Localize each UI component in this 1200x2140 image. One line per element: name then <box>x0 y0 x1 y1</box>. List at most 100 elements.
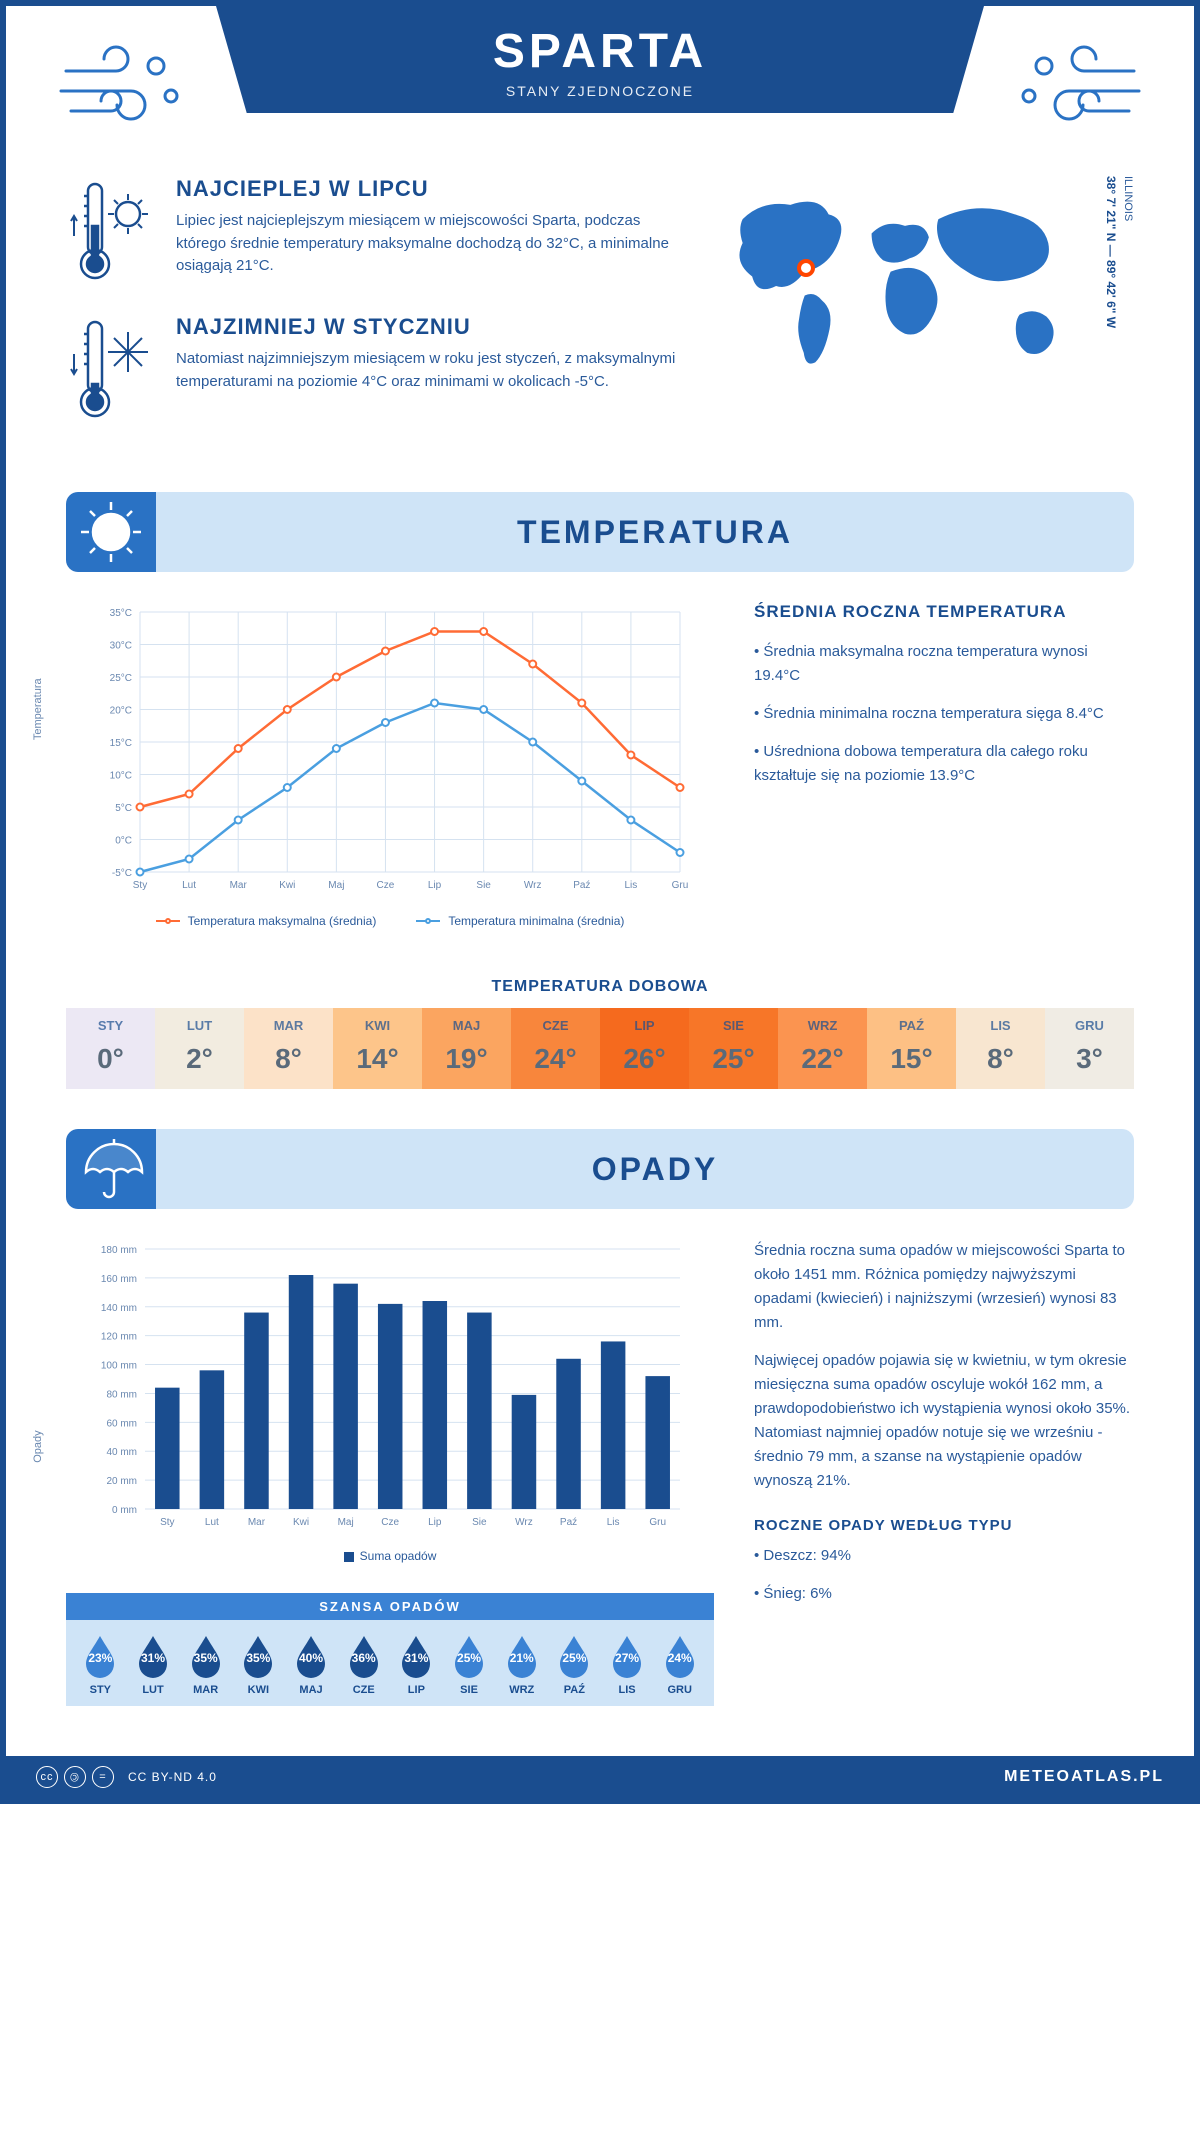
chance-pct: 35% <box>246 1651 270 1665</box>
svg-text:180 mm: 180 mm <box>101 1245 137 1256</box>
header: SPARTA STANY ZJEDNOCZONE <box>6 6 1194 156</box>
daily-cell: STY 0° <box>66 1008 155 1089</box>
chance-pct: 40% <box>299 1651 323 1665</box>
by-icon: 🄯 <box>64 1766 86 1788</box>
country-name: STANY ZJEDNOCZONE <box>246 83 954 99</box>
daily-value: 14° <box>333 1043 422 1075</box>
footer: cc 🄯 = CC BY-ND 4.0 METEOATLAS.PL <box>6 1756 1194 1798</box>
precip-section-header: OPADY <box>66 1129 1134 1209</box>
y-axis-label: Opady <box>32 1430 44 1462</box>
infographic-page: SPARTA STANY ZJEDNOCZONE <box>0 0 1200 1804</box>
temperature-chart-row: Temperatura -5°C0°C5°C10°C15°C20°C25°C30… <box>6 602 1194 958</box>
legend-max: Temperatura maksymalna (średnia) <box>188 914 377 928</box>
title-banner: SPARTA STANY ZJEDNOCZONE <box>216 6 984 113</box>
svg-text:100 mm: 100 mm <box>101 1361 137 1372</box>
daily-cell: WRZ 22° <box>778 1008 867 1089</box>
coordinates: 38° 7' 21" N — 89° 42' 6" W <box>1096 176 1118 452</box>
daily-month: LUT <box>155 1018 244 1033</box>
daily-value: 22° <box>778 1043 867 1075</box>
chance-cell: 24% GRU <box>653 1634 706 1696</box>
state-name: ILLINOIS <box>1118 176 1134 452</box>
daily-value: 0° <box>66 1043 155 1075</box>
chance-cell: 35% MAR <box>179 1634 232 1696</box>
wind-icon <box>1004 36 1144 136</box>
precip-chart-row: Opady 0 mm20 mm40 mm60 mm80 mm100 mm120 … <box>6 1239 1194 1736</box>
precip-para: Średnia roczna suma opadów w miejscowośc… <box>754 1239 1134 1335</box>
chance-month: CZE <box>337 1684 390 1696</box>
svg-text:120 mm: 120 mm <box>101 1332 137 1343</box>
chance-cell: 25% SIE <box>443 1634 496 1696</box>
precip-type-line: • Deszcz: 94% <box>754 1544 1134 1568</box>
raindrop-icon: 25% <box>451 1634 487 1678</box>
svg-text:Kwi: Kwi <box>279 880 295 891</box>
raindrop-icon: 35% <box>240 1634 276 1678</box>
svg-text:Wrz: Wrz <box>524 880 542 891</box>
svg-text:Mar: Mar <box>248 1517 266 1528</box>
chance-month: KWI <box>232 1684 285 1696</box>
raindrop-icon: 35% <box>188 1634 224 1678</box>
svg-text:Gru: Gru <box>672 880 689 891</box>
svg-text:Sty: Sty <box>133 880 147 891</box>
temperature-line-chart: -5°C0°C5°C10°C15°C20°C25°C30°C35°CStyLut… <box>66 602 714 902</box>
daily-month: KWI <box>333 1018 422 1033</box>
daily-value: 8° <box>956 1043 1045 1075</box>
sun-icon <box>76 497 146 567</box>
chance-cell: 25% PAŹ <box>548 1634 601 1696</box>
section-title: OPADY <box>592 1151 718 1188</box>
svg-text:Wrz: Wrz <box>515 1517 533 1528</box>
chance-month: GRU <box>653 1684 706 1696</box>
daily-cell: PAŹ 15° <box>867 1008 956 1089</box>
svg-text:Kwi: Kwi <box>293 1517 309 1528</box>
raindrop-icon: 31% <box>135 1634 171 1678</box>
daily-cell: KWI 14° <box>333 1008 422 1089</box>
chance-month: MAJ <box>285 1684 338 1696</box>
daily-month: PAŹ <box>867 1018 956 1033</box>
daily-value: 15° <box>867 1043 956 1075</box>
temperature-section-header: TEMPERATURA <box>66 492 1134 572</box>
daily-temp-table: STY 0° LUT 2° MAR 8° KWI 14° MAJ 19° CZE… <box>66 1008 1134 1089</box>
thermometer-cold-icon <box>66 314 156 424</box>
precip-type-line: • Śnieg: 6% <box>754 1582 1134 1606</box>
daily-month: GRU <box>1045 1018 1134 1033</box>
license-block: cc 🄯 = CC BY-ND 4.0 <box>36 1766 217 1788</box>
svg-text:Sie: Sie <box>472 1517 487 1528</box>
precip-type-title: ROCZNE OPADY WEDŁUG TYPU <box>754 1517 1134 1534</box>
city-name: SPARTA <box>246 24 954 79</box>
y-axis-label: Temperatura <box>32 678 44 740</box>
daily-cell: MAR 8° <box>244 1008 333 1089</box>
chance-cell: 40% MAJ <box>285 1634 338 1696</box>
nd-icon: = <box>92 1766 114 1788</box>
daily-month: LIS <box>956 1018 1045 1033</box>
daily-cell: MAJ 19° <box>422 1008 511 1089</box>
daily-month: CZE <box>511 1018 600 1033</box>
svg-text:Maj: Maj <box>338 1517 354 1528</box>
coldest-text: Natomiast najzimniejszym miesiącem w rok… <box>176 348 684 393</box>
daily-cell: GRU 3° <box>1045 1008 1134 1089</box>
daily-value: 25° <box>689 1043 778 1075</box>
chance-cell: 31% LIP <box>390 1634 443 1696</box>
daily-cell: CZE 24° <box>511 1008 600 1089</box>
svg-text:30°C: 30°C <box>110 641 132 652</box>
daily-month: STY <box>66 1018 155 1033</box>
stat-bullet: • Uśredniona dobowa temperatura dla całe… <box>754 740 1134 788</box>
temperature-stats: ŚREDNIA ROCZNA TEMPERATURA • Średnia mak… <box>754 602 1134 928</box>
svg-text:Lip: Lip <box>428 880 442 891</box>
license-text: CC BY-ND 4.0 <box>128 1770 217 1784</box>
site-name: METEOATLAS.PL <box>1004 1768 1164 1786</box>
svg-text:0 mm: 0 mm <box>112 1505 137 1516</box>
svg-text:Sty: Sty <box>160 1517 174 1528</box>
location-marker <box>797 259 815 277</box>
chance-pct: 27% <box>615 1651 639 1665</box>
coldest-title: NAJZIMNIEJ W STYCZNIU <box>176 314 684 340</box>
svg-text:Lip: Lip <box>428 1517 442 1528</box>
daily-cell: LIS 8° <box>956 1008 1045 1089</box>
raindrop-icon: 36% <box>346 1634 382 1678</box>
svg-text:-5°C: -5°C <box>112 868 132 879</box>
raindrop-icon: 24% <box>662 1634 698 1678</box>
chance-month: STY <box>74 1684 127 1696</box>
raindrop-icon: 27% <box>609 1634 645 1678</box>
svg-text:Lut: Lut <box>182 880 196 891</box>
svg-text:25°C: 25°C <box>110 673 132 684</box>
warmest-text: Lipiec jest najcieplejszym miesiącem w m… <box>176 210 684 278</box>
raindrop-icon: 23% <box>82 1634 118 1678</box>
